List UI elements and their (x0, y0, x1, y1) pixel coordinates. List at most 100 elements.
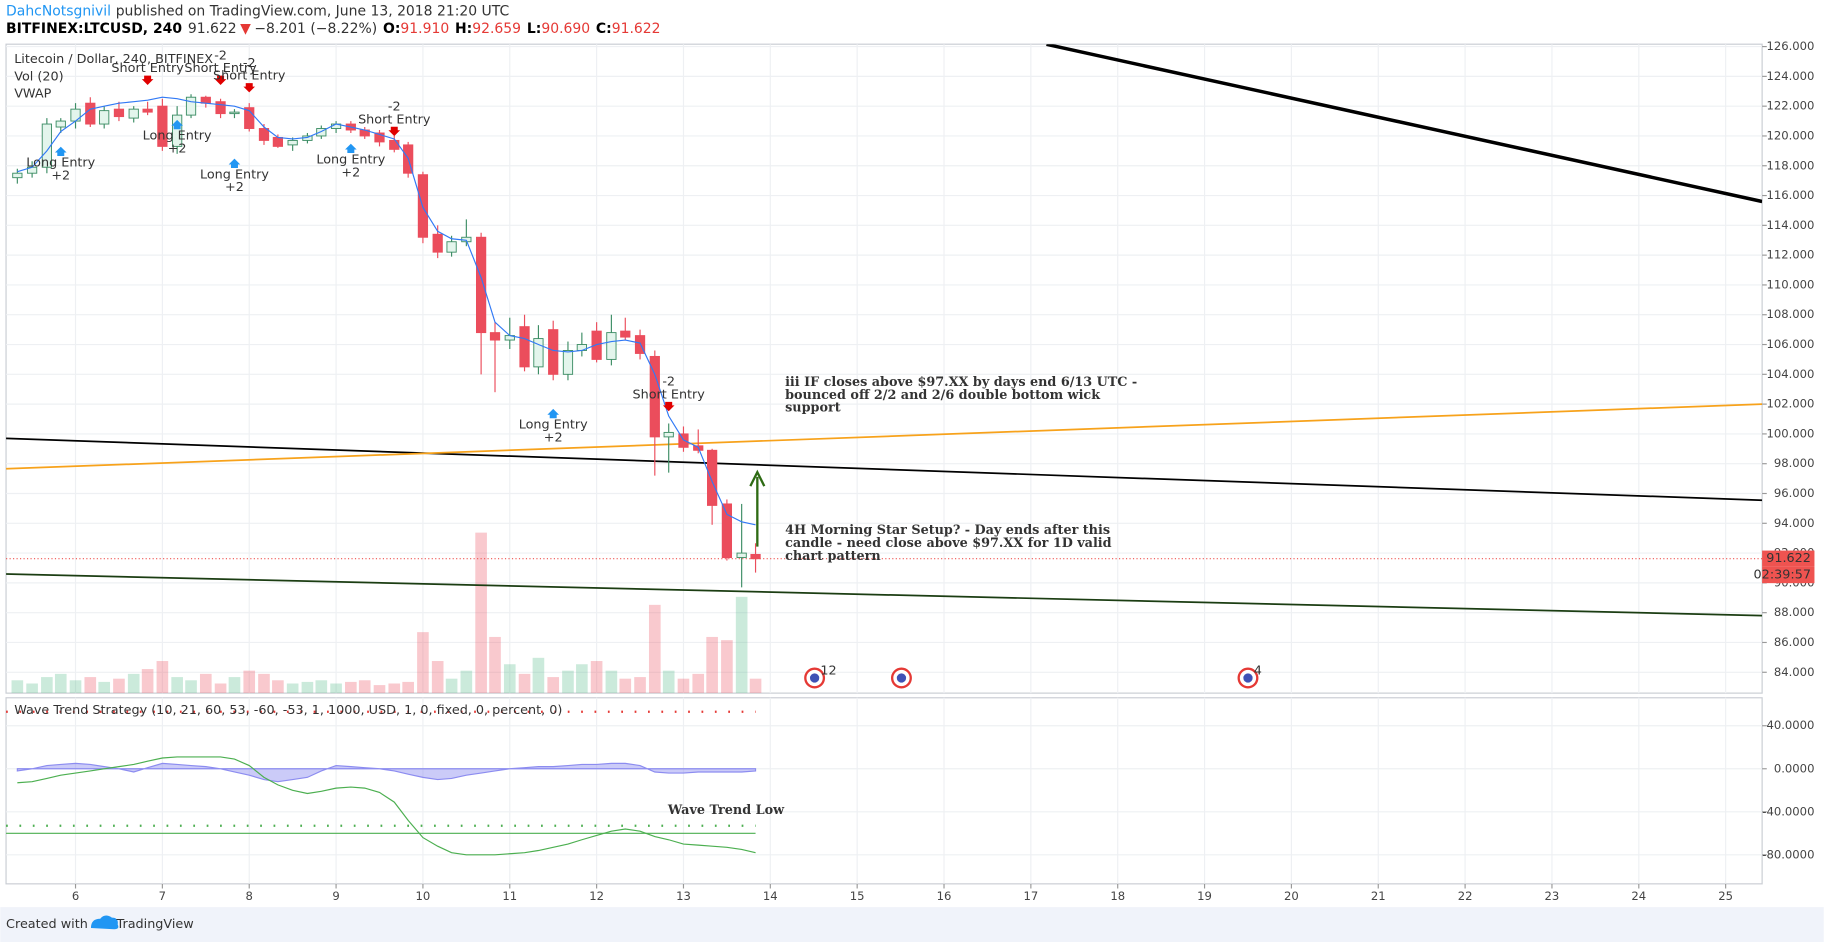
y-tick-label: -80.0000 (1762, 847, 1814, 861)
y-tick-label: 84.000 (1774, 665, 1815, 679)
volume-bar (358, 680, 371, 694)
main-panel (5, 43, 1763, 694)
footer-created: Created with (6, 917, 88, 932)
x-tick-label: 19 (1197, 889, 1212, 903)
price: 91.622 (188, 21, 237, 37)
annotation-line: candle - need close above $97.XX for 1D … (785, 536, 1112, 551)
ohlc-key: C: (596, 21, 612, 37)
signal-qty: +2 (225, 180, 244, 195)
volume-bar (171, 677, 183, 694)
x-tick-label: 7 (159, 889, 166, 903)
x-tick-label: 6 (72, 889, 79, 903)
symbol: BITFINEX:LTCUSD, 240 (6, 21, 182, 37)
volume-bar (402, 681, 414, 694)
signal-qty: -2 (214, 48, 227, 63)
signal-label: Short Entry (633, 387, 706, 402)
x-tick-label: 18 (1110, 889, 1125, 903)
candle-body (374, 132, 385, 143)
signal-qty: +2 (341, 165, 360, 180)
volume-bar (98, 681, 111, 694)
y-tick-label: 98.000 (1774, 456, 1815, 470)
ohlc-value: 90.690 (541, 21, 590, 37)
volume-bar (634, 677, 646, 694)
x-tick-label: 13 (676, 889, 691, 903)
x-tick-label: 20 (1284, 889, 1299, 903)
candle-body (41, 123, 52, 168)
volume-bar (54, 673, 67, 694)
volume-bar (11, 680, 24, 694)
event-icon-inner (809, 673, 820, 683)
volume-bar (330, 683, 342, 694)
author[interactable]: DahcNotsgnivil (6, 4, 111, 20)
candle-body (562, 350, 574, 375)
y-tick-label: 88.000 (1774, 605, 1815, 619)
y-tick-label: 96.000 (1774, 486, 1815, 500)
indicator-volume: Vol (20) (14, 69, 63, 84)
annotation-line: chart pattern (785, 549, 881, 564)
trendline (6, 573, 1763, 617)
signal-arrow (228, 158, 241, 168)
candle-body (489, 332, 501, 341)
x-tick-label: 21 (1371, 889, 1386, 903)
volume-bar (518, 673, 531, 694)
candle-body (432, 233, 443, 253)
x-tick-label: 24 (1631, 889, 1646, 903)
volume-bar (286, 683, 299, 694)
signal-arrow (662, 401, 675, 412)
volume-bar (475, 532, 487, 694)
signal-arrow (345, 143, 357, 154)
signal-qty: +2 (544, 430, 563, 445)
signal-arrow (54, 146, 67, 157)
y-tick-label: 112.000 (1766, 248, 1814, 262)
candle-body (649, 355, 660, 438)
annotation-line: iii IF closes above $97.XX by days end 6… (785, 375, 1137, 390)
x-tick-label: 16 (937, 889, 952, 903)
volume-bar (26, 683, 38, 694)
y-tick-label: 102.000 (1766, 397, 1814, 411)
candle-body (99, 110, 110, 125)
event-icon-inner (896, 673, 907, 683)
main-plot (6, 44, 1763, 694)
volume-bar (373, 685, 386, 694)
signal-label: Short Entry (358, 112, 431, 127)
event-icon-inner (1243, 673, 1253, 683)
volume-bar (431, 661, 444, 694)
x-tick-label: 22 (1458, 889, 1473, 903)
countdown-box (1762, 566, 1815, 584)
x-tick-label: 25 (1718, 889, 1733, 903)
volume-bar (445, 678, 458, 694)
vwap-line (17, 96, 756, 526)
ohlc-key: H: (455, 21, 472, 37)
volume-bar (199, 673, 212, 694)
countdown-label: 02:39:57 (1754, 568, 1811, 583)
candle-body (85, 102, 96, 125)
candle-body (272, 136, 284, 147)
volume-bar (113, 678, 125, 694)
x-tick-label: 12 (589, 889, 604, 903)
signal-label: Long Entry (143, 129, 212, 144)
candle-body (533, 338, 544, 368)
candle-body (142, 108, 153, 113)
candle-body (750, 553, 761, 560)
volume-bar (185, 680, 197, 694)
x-tick-label: 11 (502, 889, 517, 903)
signal-qty: -2 (662, 375, 675, 390)
ohlc-key: L: (527, 21, 541, 37)
y-tick-label: 114.000 (1766, 218, 1814, 232)
signal-label: Long Entry (200, 167, 269, 182)
candle-body (172, 114, 183, 147)
candle-body (678, 433, 689, 448)
volume-bar (562, 670, 574, 694)
wave-line (17, 756, 756, 856)
candle-body (157, 105, 168, 147)
signal-arrow (243, 83, 256, 93)
change: −8.201 (−8.22%) (254, 21, 377, 37)
y-tick-label: 106.000 (1766, 337, 1814, 351)
candle-body (389, 139, 400, 150)
footer-brand[interactable]: TradingView (116, 917, 194, 932)
y-tick-label: 100.000 (1766, 426, 1814, 440)
direction: ▼ (240, 21, 251, 37)
published: published on TradingView.com, June 13, 2… (116, 4, 510, 20)
y-tick-label: 116.000 (1766, 188, 1814, 202)
volume-bar (619, 678, 632, 694)
